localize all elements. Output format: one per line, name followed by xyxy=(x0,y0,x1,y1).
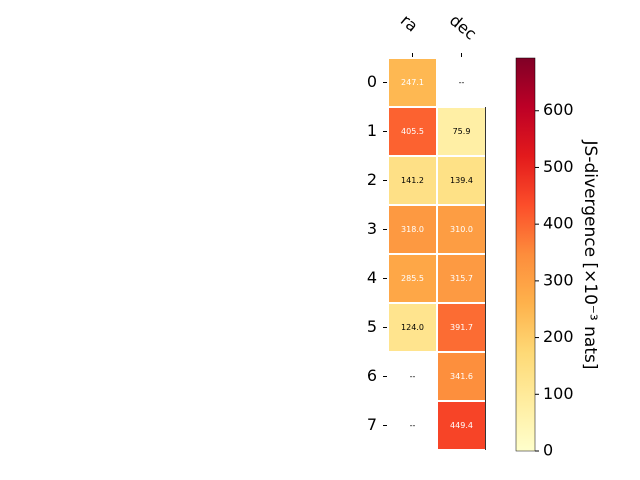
cell-value-label: 285.5 xyxy=(401,274,424,283)
row-tick-label: 0 xyxy=(367,72,377,91)
cell-value-label: -- xyxy=(410,372,416,381)
heatmap-cells xyxy=(389,59,485,449)
heatmap-cell xyxy=(438,255,485,302)
cell-value-label: 449.4 xyxy=(450,421,473,430)
heatmap-cell xyxy=(438,157,485,204)
cell-value-label: 405.5 xyxy=(401,127,424,136)
row-tick-label: 2 xyxy=(367,170,377,189)
row-tick-label: 7 xyxy=(367,415,377,434)
colorbar-label: JS-divergence [×10⁻³ nats] xyxy=(580,140,600,370)
heatmap-cell xyxy=(438,402,485,449)
heatmap-cell xyxy=(438,304,485,351)
cell-value-label: 247.1 xyxy=(401,78,424,87)
cell-value-label: 124.0 xyxy=(401,323,424,332)
colorbar-tick-label: 200 xyxy=(543,327,574,346)
heatmap-cell xyxy=(389,304,436,351)
row-tick-label: 3 xyxy=(367,219,377,238)
colorbar-tick-label: 400 xyxy=(543,214,574,233)
heatmap-cell xyxy=(438,108,485,155)
heatmap-cell-labels: 247.1 -- 405.5 75.9 141.2 139.4 318.0 310.0 285.… xyxy=(401,78,473,430)
cell-value-label: 318.0 xyxy=(401,225,424,234)
cell-value-label: 310.0 xyxy=(450,225,473,234)
heatmap-cell xyxy=(438,353,485,400)
colorbar-tick-label: 100 xyxy=(543,384,574,403)
cell-value-label: -- xyxy=(459,78,465,87)
heatmap-cell xyxy=(389,255,436,302)
column-tick-label: ra xyxy=(397,11,422,36)
row-tick-label: 4 xyxy=(367,268,377,287)
heatmap-cell xyxy=(389,59,436,106)
heatmap-cell xyxy=(389,157,436,204)
heatmap-cell xyxy=(389,206,436,253)
colorbar: 0 100 200 300 400 500 600 xyxy=(515,57,574,460)
cell-value-label: 141.2 xyxy=(401,176,424,185)
column-tick-label: dec xyxy=(446,11,480,44)
row-tick-label: 5 xyxy=(367,317,377,336)
colorbar-tick-label: 600 xyxy=(543,100,574,119)
heatmap-cell xyxy=(438,206,485,253)
cell-value-label: -- xyxy=(410,421,416,430)
cell-value-label: 391.7 xyxy=(450,323,473,332)
cell-value-label: 139.4 xyxy=(450,176,473,185)
colorbar-tick-label: 500 xyxy=(543,157,574,176)
colorbar-tick-label: 0 xyxy=(543,441,553,460)
heatmap-cell xyxy=(389,108,436,155)
row-tick-label: 1 xyxy=(367,121,377,140)
cell-value-label: 341.6 xyxy=(450,372,473,381)
cell-value-label: 75.9 xyxy=(453,127,471,136)
colorbar-tick-label: 300 xyxy=(543,270,574,289)
cell-value-label: 315.7 xyxy=(450,274,473,283)
colorbar-gradient xyxy=(515,57,536,452)
row-tick-label: 6 xyxy=(367,366,377,385)
